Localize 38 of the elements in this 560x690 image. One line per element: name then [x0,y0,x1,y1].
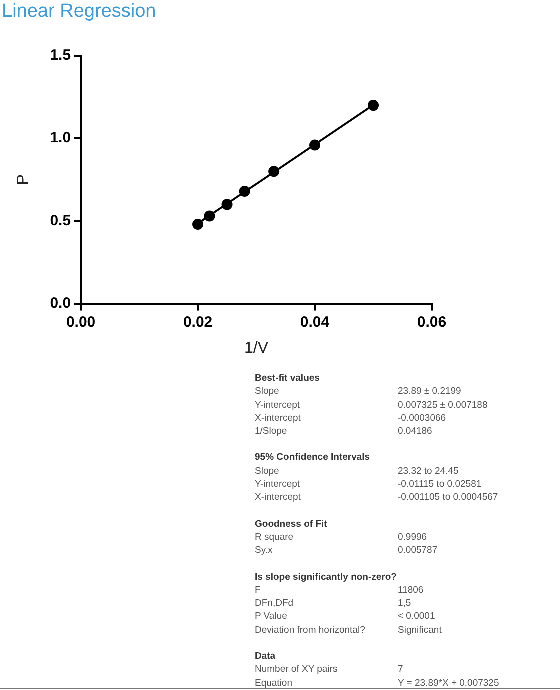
point [310,140,321,151]
text: X-intercept -0.001105 to 0.0004567 [255,492,498,504]
x-axis-title: 1/V [244,340,269,357]
text: Slope 23.89 ± 0.2199 [255,386,462,398]
x-tick-label: 0.06 [417,314,447,331]
text: Number of XY pairs 7 [255,664,404,676]
chart-title: Linear Regression [2,1,156,23]
y-tick-label: 0.0 [50,294,72,312]
text: P Value < 0.0001 [255,611,436,622]
text: F 11806 [255,584,424,596]
text: Goodness of Fit [255,518,328,531]
text: Data [255,650,277,664]
y-tick-label: 1.5 [50,47,72,64]
point [192,219,204,230]
text: Equation Y = 23.89*X + 0.007325 [255,678,500,689]
text: DFn,DFd 1,5 [255,598,412,610]
point [239,186,250,197]
y-tick-label: 0.5 [50,212,72,230]
text: Sy.x 0.005787 [255,545,438,556]
text: Slope 23.32 to 24.45 [255,466,459,477]
text: 95% Confidence Intervals [255,451,372,465]
y-tick-label: 1.0 [50,130,72,147]
text: Is slope significantly non-zero? [255,570,398,584]
point [268,166,280,178]
text: Y-intercept 0.007325 ± 0.007188 [255,400,488,411]
text: 1/Slope 0.04186 [255,426,432,438]
text: Y-intercept -0.01115 to 0.02581 [255,479,482,490]
x-tick-label: 0.04 [300,314,330,331]
y-axis-title: P [15,174,32,186]
text: R square 0.9996 [255,532,428,543]
text: Deviation from horizontal? Significant [255,624,442,636]
x-tick-label: 0.02 [183,314,213,331]
point [204,210,216,222]
point [222,199,233,210]
text: Best-fit values [255,372,321,386]
point [368,100,380,112]
x-tick-label: 0.00 [66,314,96,331]
text: X-intercept -0.0003066 [255,412,446,424]
